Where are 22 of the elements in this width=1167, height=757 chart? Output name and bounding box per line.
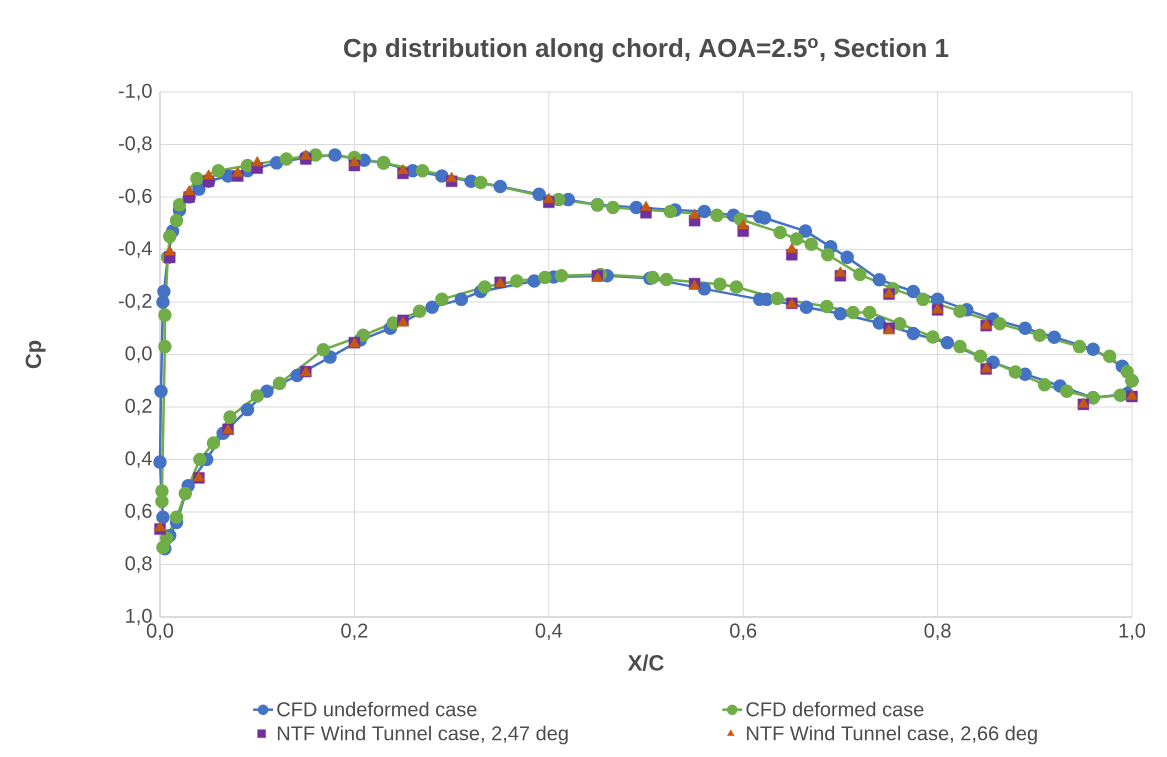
legend-label: CFD undeformed case [277,701,477,717]
y-tick-label: -0,4 [118,241,152,258]
y-tick-label: 0,8 [125,556,152,573]
y-axis-title: Cp [25,340,46,369]
legend-label: CFD deformed case [746,701,924,717]
y-tick-label: -1,0 [118,83,152,101]
y-tick-label: -0,2 [118,293,152,311]
y-tick-label: 0,0 [125,346,152,363]
y-tick-label: 0,4 [125,451,152,468]
legend-label: NTF Wind Tunnel case, 2,66 deg [747,725,1037,745]
y-tick-label: -0,6 [118,188,152,206]
x-tick-label: 0,2 [341,623,368,641]
x-tick-label: 0,6 [730,623,757,641]
y-tick-label: -0,8 [118,136,152,153]
x-tick-label: 0,8 [924,623,951,641]
y-tick-label: 0,6 [125,503,152,521]
chart-title: Cp distribution along chord, AOA=2.5$^{o}$, Section 1 [344,38,949,63]
x-axis-title: X/C [627,654,664,671]
y-tick-label: 0,2 [125,398,152,416]
x-tick-label: 0,4 [535,623,563,641]
legend-label: NTF Wind Tunnel case, 2,47 deg [277,725,568,745]
x-tick-label: 1,0 [1119,623,1146,641]
